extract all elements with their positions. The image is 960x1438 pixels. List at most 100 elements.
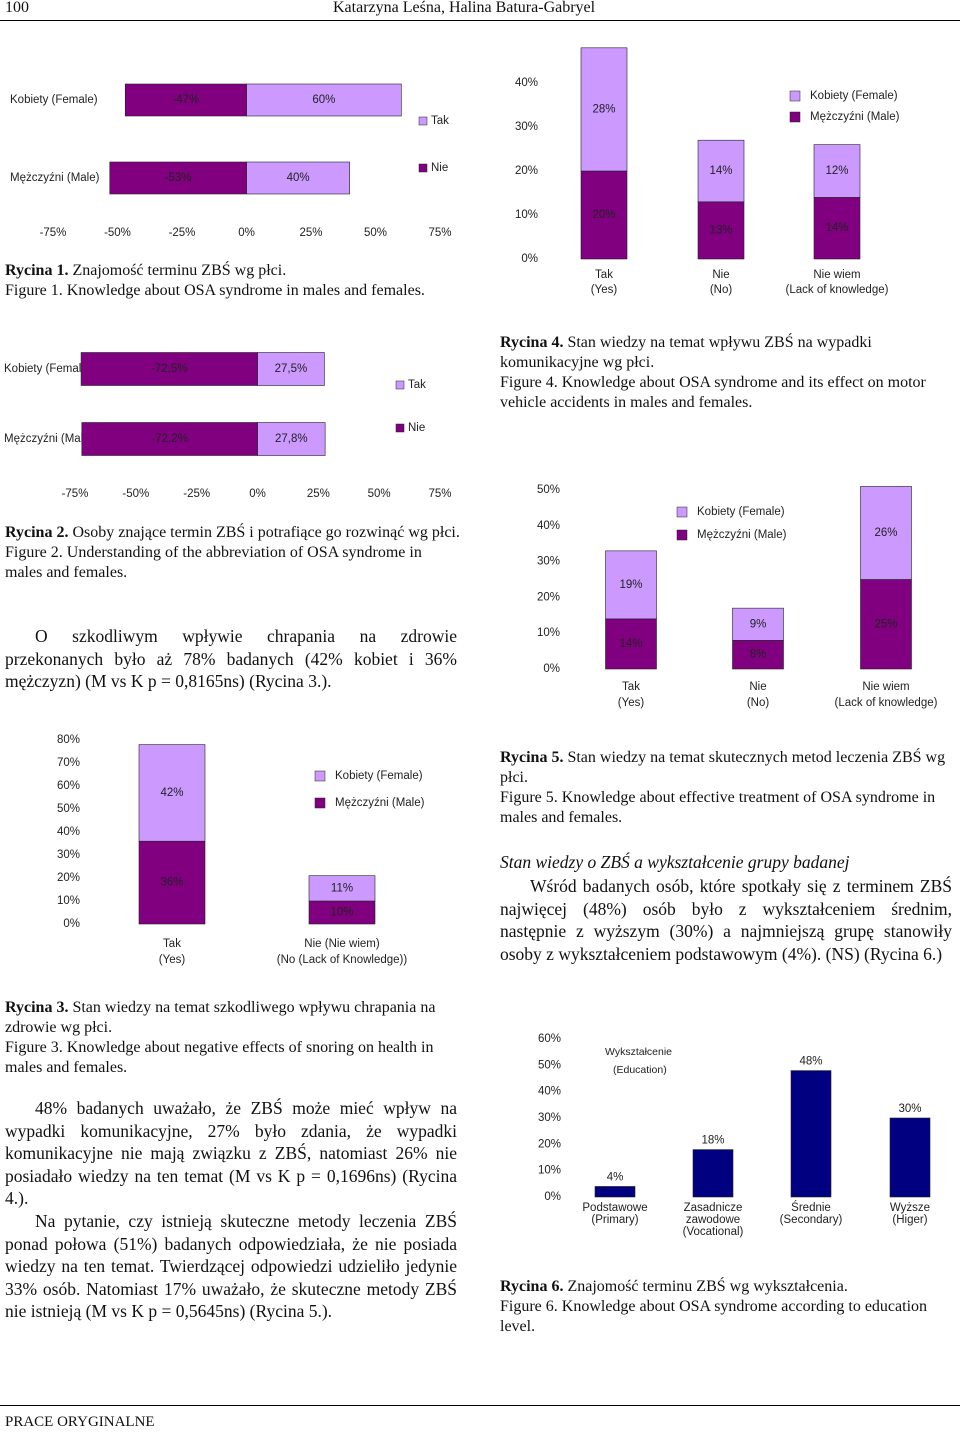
page-number: 100 bbox=[5, 0, 29, 16]
x-tick-label: 0% bbox=[238, 227, 255, 239]
bar bbox=[790, 1070, 832, 1198]
legend-label: Mężczyźni (Male) bbox=[335, 797, 425, 809]
legend-label: Mężczyźni (Male) bbox=[810, 111, 900, 123]
legend-swatch bbox=[395, 380, 405, 390]
x-tick-label: 50% bbox=[364, 227, 387, 239]
caption-label: Rycina 1. bbox=[5, 262, 69, 279]
x-tick-label: -75% bbox=[62, 488, 89, 500]
y-tick-label: 70% bbox=[57, 757, 80, 769]
category-label-line: Wyższe bbox=[890, 1202, 930, 1214]
legend-swatch bbox=[789, 111, 801, 123]
value-label: 4% bbox=[607, 1171, 624, 1183]
bar bbox=[594, 1186, 636, 1198]
bar-segment bbox=[580, 47, 628, 172]
category-label: Średnie (Secondary) bbox=[780, 1201, 843, 1226]
value-label: 36% bbox=[160, 877, 183, 889]
value-label: 9% bbox=[750, 618, 767, 630]
authors: Katarzyna Leśna, Halina Batura-Gabryel bbox=[333, 0, 596, 16]
category-label-line: Zasadnicze bbox=[684, 1202, 743, 1214]
y-tick-label: 60% bbox=[538, 1033, 561, 1045]
value-label: 60% bbox=[312, 94, 335, 106]
value-label: 14% bbox=[825, 222, 848, 234]
value-label: 26% bbox=[874, 527, 897, 539]
x-tick-label: 75% bbox=[428, 227, 451, 239]
y-tick-label: 10% bbox=[537, 627, 560, 639]
value-label: 48% bbox=[799, 1056, 822, 1068]
value-label: 28% bbox=[592, 103, 615, 115]
legend-swatch bbox=[314, 797, 326, 809]
section-heading: Stan wiedzy o ZBŚ a wykształcenie grupy … bbox=[500, 852, 850, 872]
bar-segment bbox=[257, 352, 325, 386]
category-label-line: (Yes) bbox=[159, 954, 186, 966]
caption-text: Stan wiedzy na temat skutecznych metod l… bbox=[500, 749, 946, 786]
x-tick-label: -25% bbox=[183, 488, 210, 500]
paragraph: Na pytanie, czy istnieją skuteczne metod… bbox=[5, 1211, 457, 1321]
caption-text: Stan wiedzy na temat szkodliwego wpływu … bbox=[5, 999, 436, 1036]
caption-label: Rycina 2. bbox=[5, 524, 69, 541]
caption-english: Figure 2. Understanding of the abbreviat… bbox=[5, 544, 422, 581]
value-label: 19% bbox=[619, 579, 642, 591]
bar-segment bbox=[860, 486, 912, 580]
category-label-line: Nie wiem bbox=[813, 269, 860, 281]
caption: Rycina 3. Stan wiedzy na temat szkodliwe… bbox=[5, 998, 460, 1078]
category-label: Tak (Yes) bbox=[591, 269, 618, 296]
bar-segment bbox=[605, 550, 657, 620]
caption: Rycina 5. Stan wiedzy na temat skuteczny… bbox=[500, 748, 955, 828]
y-tick-label: 30% bbox=[515, 121, 538, 133]
legend-label: Tak bbox=[408, 379, 426, 391]
y-tick-label: 80% bbox=[57, 734, 80, 746]
category-label-line: (Yes) bbox=[591, 284, 618, 296]
caption-label: Rycina 4. bbox=[500, 334, 564, 351]
caption-text: Znajomość terminu ZBŚ wg płci. bbox=[72, 262, 287, 279]
legend-swatch bbox=[676, 529, 688, 541]
footer-rule bbox=[0, 1405, 960, 1406]
legend-label: Kobiety (Female) bbox=[810, 90, 898, 102]
bar-segment bbox=[138, 744, 206, 842]
x-tick-label: 50% bbox=[368, 488, 391, 500]
caption-text: Stan wiedzy na temat wpływu ZBŚ na wypad… bbox=[500, 334, 872, 371]
x-tick-label: 25% bbox=[299, 227, 322, 239]
header-rule bbox=[0, 20, 960, 21]
legend-swatch bbox=[418, 163, 428, 173]
category-label-line: Nie bbox=[749, 681, 766, 693]
caption: Rycina 4. Stan wiedzy na temat wpływu ZB… bbox=[500, 333, 955, 413]
footer: PRACE ORYGINALNE bbox=[5, 1414, 155, 1430]
y-tick-label: 40% bbox=[537, 520, 560, 532]
value-label: 13% bbox=[709, 224, 732, 236]
value-label: 12% bbox=[825, 165, 848, 177]
bar-segment bbox=[580, 170, 628, 260]
caption-label: Rycina 6. bbox=[500, 1278, 564, 1295]
y-tick-label: 20% bbox=[537, 591, 560, 603]
value-label: -72,5% bbox=[151, 363, 187, 375]
legend-title: (Education) bbox=[613, 1064, 667, 1076]
x-tick-label: -50% bbox=[104, 227, 131, 239]
value-label: -47% bbox=[172, 94, 199, 106]
value-label: 42% bbox=[160, 787, 183, 799]
caption-english: Figure 1. Knowledge about OSA syndrome i… bbox=[5, 282, 425, 299]
y-tick-label: 40% bbox=[515, 77, 538, 89]
bar bbox=[889, 1117, 931, 1198]
y-tick-label: 20% bbox=[57, 872, 80, 884]
bar-segment bbox=[308, 875, 376, 902]
y-tick-label: 20% bbox=[538, 1138, 561, 1150]
bar-segment bbox=[813, 197, 861, 260]
caption-english: Figure 6. Knowledge about OSA syndrome a… bbox=[500, 1298, 928, 1335]
x-tick-label: -50% bbox=[122, 488, 149, 500]
x-tick-label: 75% bbox=[428, 488, 451, 500]
category-label-line: (Vocational) bbox=[683, 1226, 744, 1238]
category-label-line: Tak bbox=[595, 269, 613, 281]
caption: Rycina 6. Znajomość terminu ZBŚ wg wyksz… bbox=[500, 1277, 955, 1337]
category-label: Kobiety (Female) bbox=[4, 363, 92, 375]
caption-label: Rycina 3. bbox=[5, 999, 69, 1016]
caption: Rycina 2. Osoby znające termin ZBŚ i pot… bbox=[5, 523, 460, 583]
x-tick-label: 25% bbox=[307, 488, 330, 500]
category-label: Zasadnicze zawodowe (Vocational) bbox=[683, 1202, 744, 1238]
value-label: 8% bbox=[750, 649, 767, 661]
caption-text: Osoby znające termin ZBŚ i potrafiące go… bbox=[72, 524, 460, 541]
category-label: Nie wiem (Lack of knowledge) bbox=[786, 269, 889, 296]
x-tick-label: 0% bbox=[249, 488, 266, 500]
category-label-line: Nie bbox=[712, 269, 729, 281]
category-label-line: Tak bbox=[163, 938, 181, 950]
